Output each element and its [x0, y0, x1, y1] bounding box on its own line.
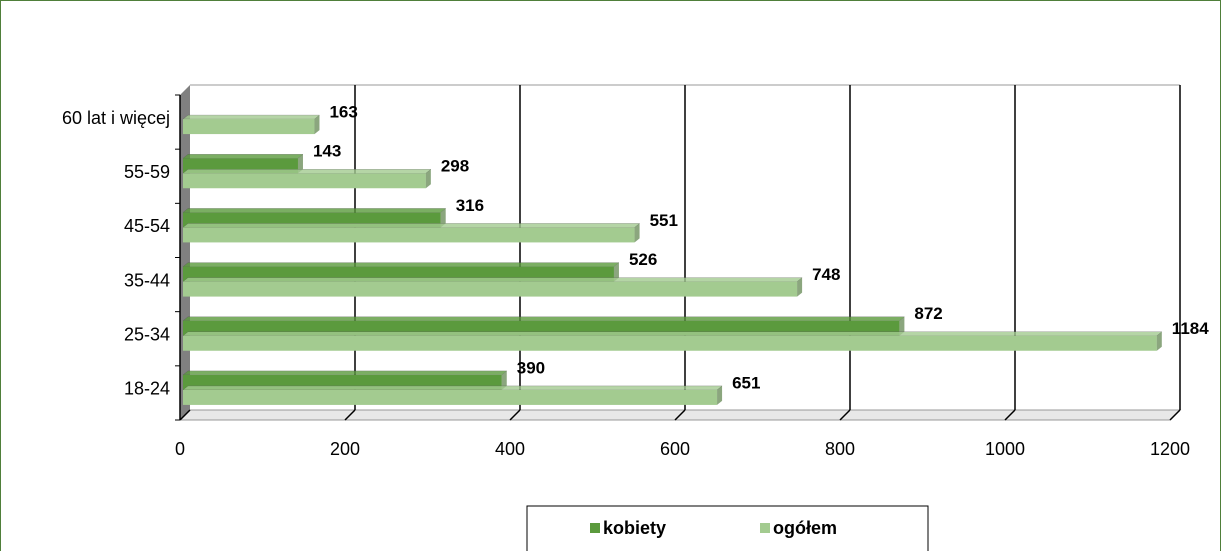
- bar-top: [182, 316, 905, 321]
- x-tick: [179, 409, 191, 421]
- value-label: 390: [517, 358, 545, 377]
- x-tick-label: 600: [660, 439, 690, 459]
- bar-top: [182, 154, 304, 159]
- value-label: 551: [650, 211, 678, 230]
- x-tick-label: 1000: [985, 439, 1025, 459]
- y-tick-label: 18-24: [124, 379, 170, 399]
- y-tick-label: 35-44: [124, 270, 170, 290]
- x-tick-label: 1200: [1150, 439, 1190, 459]
- bar-side: [425, 169, 431, 189]
- bar-top: [182, 262, 620, 267]
- value-label: 1184: [1172, 319, 1209, 338]
- y-tick-label: 45-54: [124, 216, 170, 236]
- x-tick: [839, 409, 851, 421]
- value-label: 316: [456, 196, 484, 215]
- value-label: 526: [629, 250, 657, 269]
- legend-label: ogółem: [773, 518, 837, 538]
- bar-top: [182, 385, 723, 391]
- bar: [182, 114, 320, 135]
- legend-swatch: [590, 523, 600, 533]
- bar-front: [183, 227, 635, 243]
- value-label: 872: [914, 304, 942, 323]
- bar-top: [182, 223, 641, 228]
- y-tick-label: 60 lat i więcej: [62, 108, 170, 128]
- legend-box: [526, 505, 929, 551]
- bar-top: [182, 331, 1163, 336]
- x-tick-label: 0: [175, 439, 185, 459]
- y-tick-label: 25-34: [124, 325, 170, 345]
- bar-top: [182, 370, 508, 376]
- wall: [180, 85, 190, 420]
- bar-side: [634, 223, 640, 243]
- bar-top: [182, 277, 803, 282]
- legend-swatch: [760, 523, 770, 533]
- bar: [182, 385, 723, 405]
- value-label: 143: [313, 142, 341, 161]
- value-label: 651: [732, 373, 760, 392]
- x-tick: [674, 409, 686, 421]
- bar-side: [1156, 331, 1162, 351]
- bar-front: [183, 173, 426, 189]
- value-label: 298: [441, 157, 469, 176]
- x-tick: [1004, 409, 1016, 421]
- bar: [182, 223, 641, 243]
- bar-side: [314, 115, 320, 135]
- x-tick: [509, 409, 521, 421]
- bar-side: [297, 154, 303, 174]
- bar-front: [183, 389, 718, 405]
- x-tick-label: 200: [330, 439, 360, 459]
- x-tick-label: 400: [495, 439, 525, 459]
- value-label: 748: [812, 265, 840, 284]
- x-tick: [1169, 409, 1181, 421]
- bar-side: [899, 316, 905, 336]
- bar-front: [183, 119, 315, 135]
- bar-front: [183, 335, 1157, 351]
- bar-side: [613, 262, 619, 282]
- bar-side: [717, 385, 723, 405]
- bar-side: [797, 277, 803, 297]
- bar: [182, 331, 1163, 351]
- x-tick: [344, 409, 356, 421]
- bar-front: [183, 281, 798, 297]
- x-tick-label: 800: [825, 439, 855, 459]
- bar-side: [440, 208, 446, 228]
- bar: [182, 169, 432, 189]
- bar-top: [182, 169, 432, 174]
- bar: [182, 277, 803, 297]
- legend-label: kobiety: [603, 518, 666, 538]
- bar-top: [182, 208, 447, 213]
- bar-top: [182, 114, 320, 120]
- bar-side: [501, 370, 507, 390]
- value-label: 163: [329, 103, 357, 122]
- y-tick-label: 55-59: [124, 162, 170, 182]
